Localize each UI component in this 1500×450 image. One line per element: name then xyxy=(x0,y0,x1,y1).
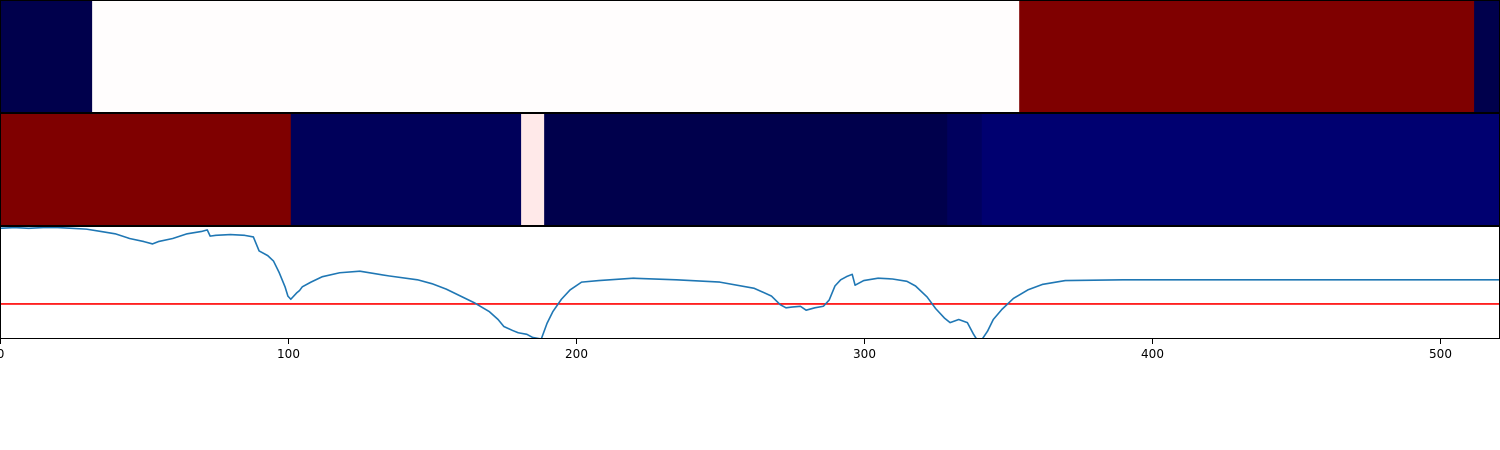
line-plot-frame xyxy=(0,226,1500,339)
line-plot-panel xyxy=(0,226,1500,339)
heatmap-cell xyxy=(0,0,93,113)
heatmap-middle xyxy=(0,113,1500,226)
heatmap-cell xyxy=(947,113,983,226)
x-tick-label: 200 xyxy=(565,347,588,361)
heatmap-cell xyxy=(290,113,522,226)
series-line xyxy=(0,226,1500,339)
heatmap-cell xyxy=(521,113,545,226)
heatmap-cell xyxy=(1019,0,1475,113)
x-tick-label: 0 xyxy=(0,347,4,361)
heatmap-cell xyxy=(981,113,1500,226)
heatmap-top xyxy=(0,0,1500,113)
heatmap-cell xyxy=(0,113,292,226)
x-tick-label: 500 xyxy=(1429,347,1452,361)
x-axis: 0 100 200 300 400 500 xyxy=(0,339,1452,361)
heatmap-cell xyxy=(92,0,1020,113)
heatmap-cell xyxy=(544,113,948,226)
x-tick-label: 100 xyxy=(277,347,300,361)
x-tick-label: 300 xyxy=(853,347,876,361)
x-tick-label: 400 xyxy=(1141,347,1164,361)
heatmap-cell xyxy=(1474,0,1500,113)
